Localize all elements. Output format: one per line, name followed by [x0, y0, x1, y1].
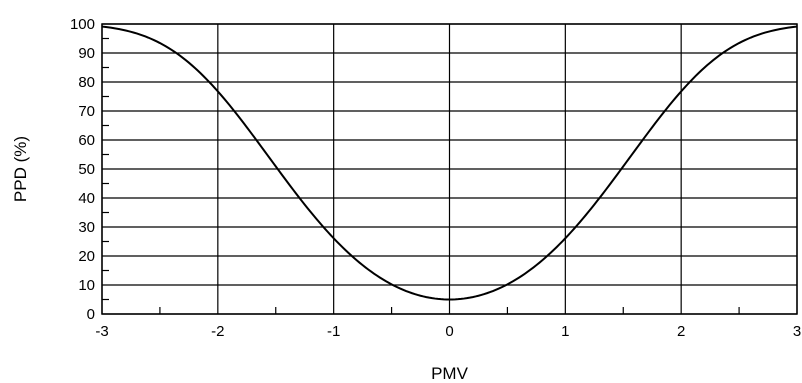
x-tick-label-5: 2: [677, 323, 685, 340]
ppd-curve: [101, 25, 798, 301]
x-tick-labels: -3 -2 -1 0 1 2 3: [95, 323, 801, 340]
y-tick-label-4: 40: [78, 190, 95, 207]
grid-lines: [101, 23, 798, 315]
y-tick-label-10: 100: [70, 16, 95, 33]
minor-ticks: [102, 37, 740, 314]
x-tick-label-3: 0: [445, 323, 453, 340]
x-tick-label-0: -3: [95, 323, 108, 340]
y-tick-label-2: 20: [78, 248, 95, 265]
y-tick-label-0: 0: [87, 306, 95, 323]
y-tick-label-3: 30: [78, 219, 95, 236]
y-tick-label-1: 10: [78, 277, 95, 294]
y-axis-title: PPD (%): [11, 136, 30, 202]
x-tick-label-4: 1: [561, 323, 569, 340]
y-tick-labels: 0 10 20 30 40 50 60 70 80 90 100: [70, 16, 95, 323]
y-tick-label-5: 50: [78, 161, 95, 178]
x-tick-label-1: -2: [211, 323, 224, 340]
x-tick-label-2: -1: [327, 323, 340, 340]
y-tick-label-9: 90: [78, 45, 95, 62]
x-tick-label-6: 3: [793, 323, 801, 340]
y-tick-label-7: 70: [78, 103, 95, 120]
plot-frame: [101, 23, 798, 315]
x-axis-title: PMV: [431, 364, 469, 383]
y-tick-label-8: 80: [78, 74, 95, 91]
y-tick-label-6: 60: [78, 132, 95, 149]
